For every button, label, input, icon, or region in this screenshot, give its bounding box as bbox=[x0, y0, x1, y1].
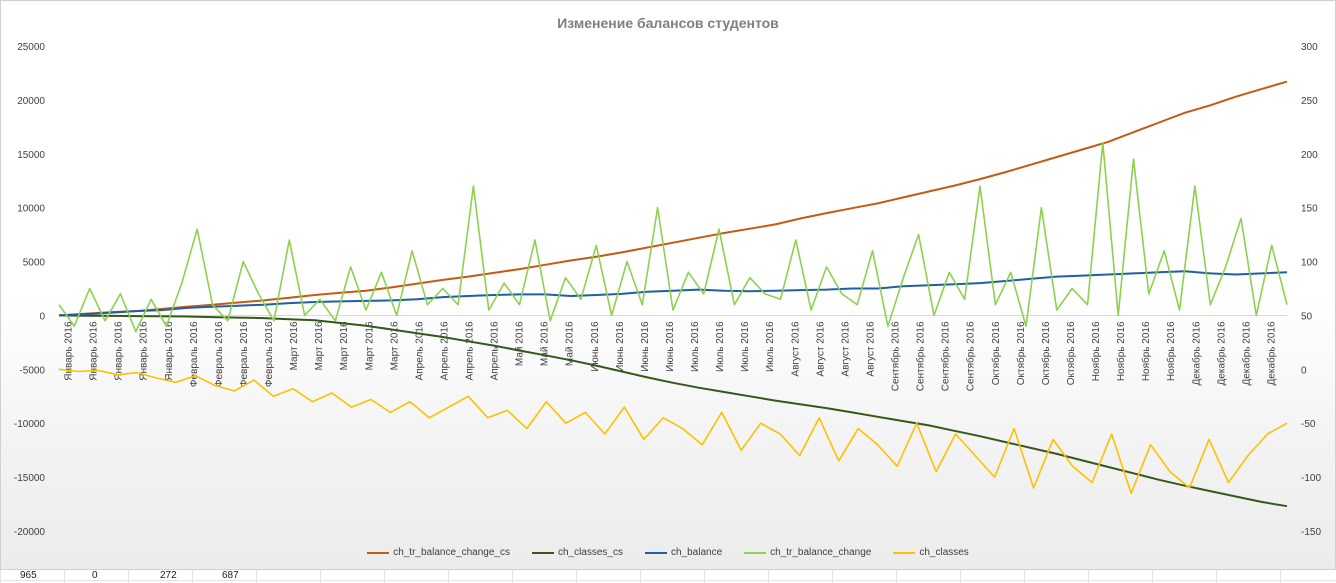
cell-value: 272 bbox=[160, 570, 177, 581]
chart-title: Изменение балансов студентов bbox=[557, 15, 779, 31]
x-tick-label: Сентябрь 2016 bbox=[890, 321, 902, 391]
series-line-ch_tr_balance_change bbox=[58, 142, 1288, 333]
x-tick-label: Ноябрь 2016 bbox=[1090, 321, 1102, 381]
legend-item-ch_classes_cs: ch_classes_cs bbox=[531, 547, 623, 558]
x-tick-label: Январь 2016 bbox=[114, 321, 125, 381]
x-tick-label: Февраль 2016 bbox=[264, 321, 275, 387]
x-tick-label: Июль 2016 bbox=[690, 321, 701, 372]
y-right-tick-label: 150 bbox=[1301, 204, 1318, 215]
legend-swatch bbox=[893, 551, 916, 554]
x-tick-label: Июнь 2016 bbox=[615, 321, 626, 372]
x-tick-label: Март 2016 bbox=[314, 321, 325, 370]
y-right-tick-label: -150 bbox=[1301, 527, 1321, 538]
y-right-tick-label: -50 bbox=[1301, 419, 1316, 430]
legend-swatch bbox=[531, 551, 554, 554]
legend-label: ch_tr_balance_change bbox=[770, 547, 872, 558]
x-tick-label: Апрель 2016 bbox=[465, 321, 476, 380]
x-tick-label: Октябрь 2016 bbox=[1065, 321, 1077, 385]
y-right-tick-label: 300 bbox=[1301, 42, 1318, 53]
x-tick-label: Октябрь 2016 bbox=[1040, 321, 1052, 385]
x-tick-label: Апрель 2016 bbox=[414, 321, 425, 380]
legend-swatch bbox=[367, 551, 390, 554]
legend-label: ch_classes_cs bbox=[557, 547, 623, 558]
series-line-ch_balance bbox=[58, 270, 1288, 317]
x-tick-label: Март 2016 bbox=[289, 321, 300, 370]
x-tick-label: Май 2016 bbox=[565, 321, 576, 366]
x-tick-label: Август 2016 bbox=[865, 321, 876, 377]
x-tick-label: Апрель 2016 bbox=[439, 321, 450, 380]
x-tick-label: Апрель 2016 bbox=[490, 321, 501, 380]
y-left-tick-label: -20000 bbox=[14, 527, 46, 538]
x-tick-label: Сентябрь 2016 bbox=[940, 321, 952, 391]
x-tick-label: Январь 2016 bbox=[139, 321, 150, 381]
x-tick-label: Ноябрь 2016 bbox=[1115, 321, 1127, 381]
x-tick-label: Май 2016 bbox=[515, 321, 526, 366]
x-tick-label: Август 2016 bbox=[815, 321, 826, 377]
cell-value: 965 bbox=[20, 570, 37, 581]
y-left-tick-label: 15000 bbox=[17, 150, 45, 161]
x-tick-label: Март 2016 bbox=[339, 321, 350, 370]
y-left-tick-label: 5000 bbox=[23, 258, 46, 269]
x-tick-label: Ноябрь 2016 bbox=[1140, 321, 1152, 381]
x-tick-label: Июль 2016 bbox=[715, 321, 726, 372]
x-tick-label: Декабрь 2016 bbox=[1265, 321, 1277, 385]
x-tick-label: Июль 2016 bbox=[740, 321, 751, 372]
x-tick-label: Февраль 2016 bbox=[239, 321, 250, 387]
y-left-tick-label: -5000 bbox=[19, 365, 45, 376]
x-tick-label: Март 2016 bbox=[364, 321, 375, 370]
series-line-ch_tr_balance_change_cs bbox=[58, 80, 1288, 317]
x-tick-label: Июнь 2016 bbox=[640, 321, 651, 372]
y-right-tick-label: 200 bbox=[1301, 150, 1318, 161]
chart-area[interactable]: Изменение балансов студентов 25000 20000 1… bbox=[0, 0, 1336, 570]
y-right-tick-label: 0 bbox=[1301, 365, 1307, 376]
x-tick-label: Ноябрь 2016 bbox=[1165, 321, 1177, 381]
x-tick-label: Август 2016 bbox=[840, 321, 851, 377]
x-tick-label: Февраль 2016 bbox=[214, 321, 225, 387]
legend-item-ch_tr_balance_change_cs: ch_tr_balance_change_cs bbox=[367, 547, 510, 558]
cell-value: 687 bbox=[222, 570, 239, 581]
y-right-tick-label: 50 bbox=[1301, 311, 1313, 322]
x-tick-label: Октябрь 2016 bbox=[990, 321, 1002, 385]
legend-item-ch_tr_balance_change: ch_tr_balance_change bbox=[744, 547, 871, 558]
x-tick-label: Сентябрь 2016 bbox=[915, 321, 927, 391]
x-tick-label: Сентябрь 2016 bbox=[965, 321, 977, 391]
y-left-tick-label: 20000 bbox=[17, 96, 45, 107]
x-tick-label: Февраль 2016 bbox=[189, 321, 200, 387]
series-line-ch_classes bbox=[58, 368, 1288, 495]
y-left-tick-label: 10000 bbox=[17, 204, 45, 215]
x-tick-label: Июнь 2016 bbox=[590, 321, 601, 372]
x-tick-label: Январь 2016 bbox=[89, 321, 100, 381]
y-right-tick-label: 100 bbox=[1301, 258, 1318, 269]
series-line-ch_classes_cs bbox=[58, 314, 1288, 508]
y-left-tick-label: 25000 bbox=[17, 42, 45, 53]
x-tick-label: Декабрь 2016 bbox=[1240, 321, 1252, 385]
x-tick-label: Октябрь 2016 bbox=[1015, 321, 1027, 385]
x-tick-label: Июнь 2016 bbox=[665, 321, 676, 372]
y-right-tick-label: 250 bbox=[1301, 96, 1318, 107]
y-right-tick-label: -100 bbox=[1301, 473, 1321, 484]
x-tick-label: Декабрь 2016 bbox=[1190, 321, 1202, 385]
x-tick-label: Март 2016 bbox=[389, 321, 400, 370]
chart-legend: ch_tr_balance_change_cs ch_classes_cs ch_b… bbox=[1, 547, 1335, 558]
legend-label: ch_balance bbox=[670, 547, 723, 558]
x-tick-label: Декабрь 2016 bbox=[1215, 321, 1227, 385]
legend-item-ch_balance: ch_balance bbox=[644, 547, 723, 558]
legend-label: ch_tr_balance_change_cs bbox=[393, 547, 510, 558]
chart-svg: 25000 20000 15000 10000 5000 0 -5000 -10000 -150… bbox=[14, 42, 1322, 538]
x-tick-label: Май 2016 bbox=[540, 321, 551, 366]
x-tick-label: Июль 2016 bbox=[765, 321, 776, 372]
legend-swatch bbox=[744, 551, 767, 554]
x-tick-label: Январь 2016 bbox=[64, 321, 75, 381]
legend-item-ch_classes: ch_classes bbox=[893, 547, 969, 558]
y-left-tick-label: -10000 bbox=[14, 419, 46, 430]
y-left-tick-label: -15000 bbox=[14, 473, 46, 484]
cell-value: 0 bbox=[92, 570, 98, 581]
legend-swatch bbox=[644, 551, 667, 554]
legend-label: ch_classes bbox=[919, 547, 969, 558]
x-tick-label: Август 2016 bbox=[790, 321, 801, 377]
y-left-tick-label: 0 bbox=[39, 311, 45, 322]
x-tick-label: Январь 2016 bbox=[164, 321, 175, 381]
